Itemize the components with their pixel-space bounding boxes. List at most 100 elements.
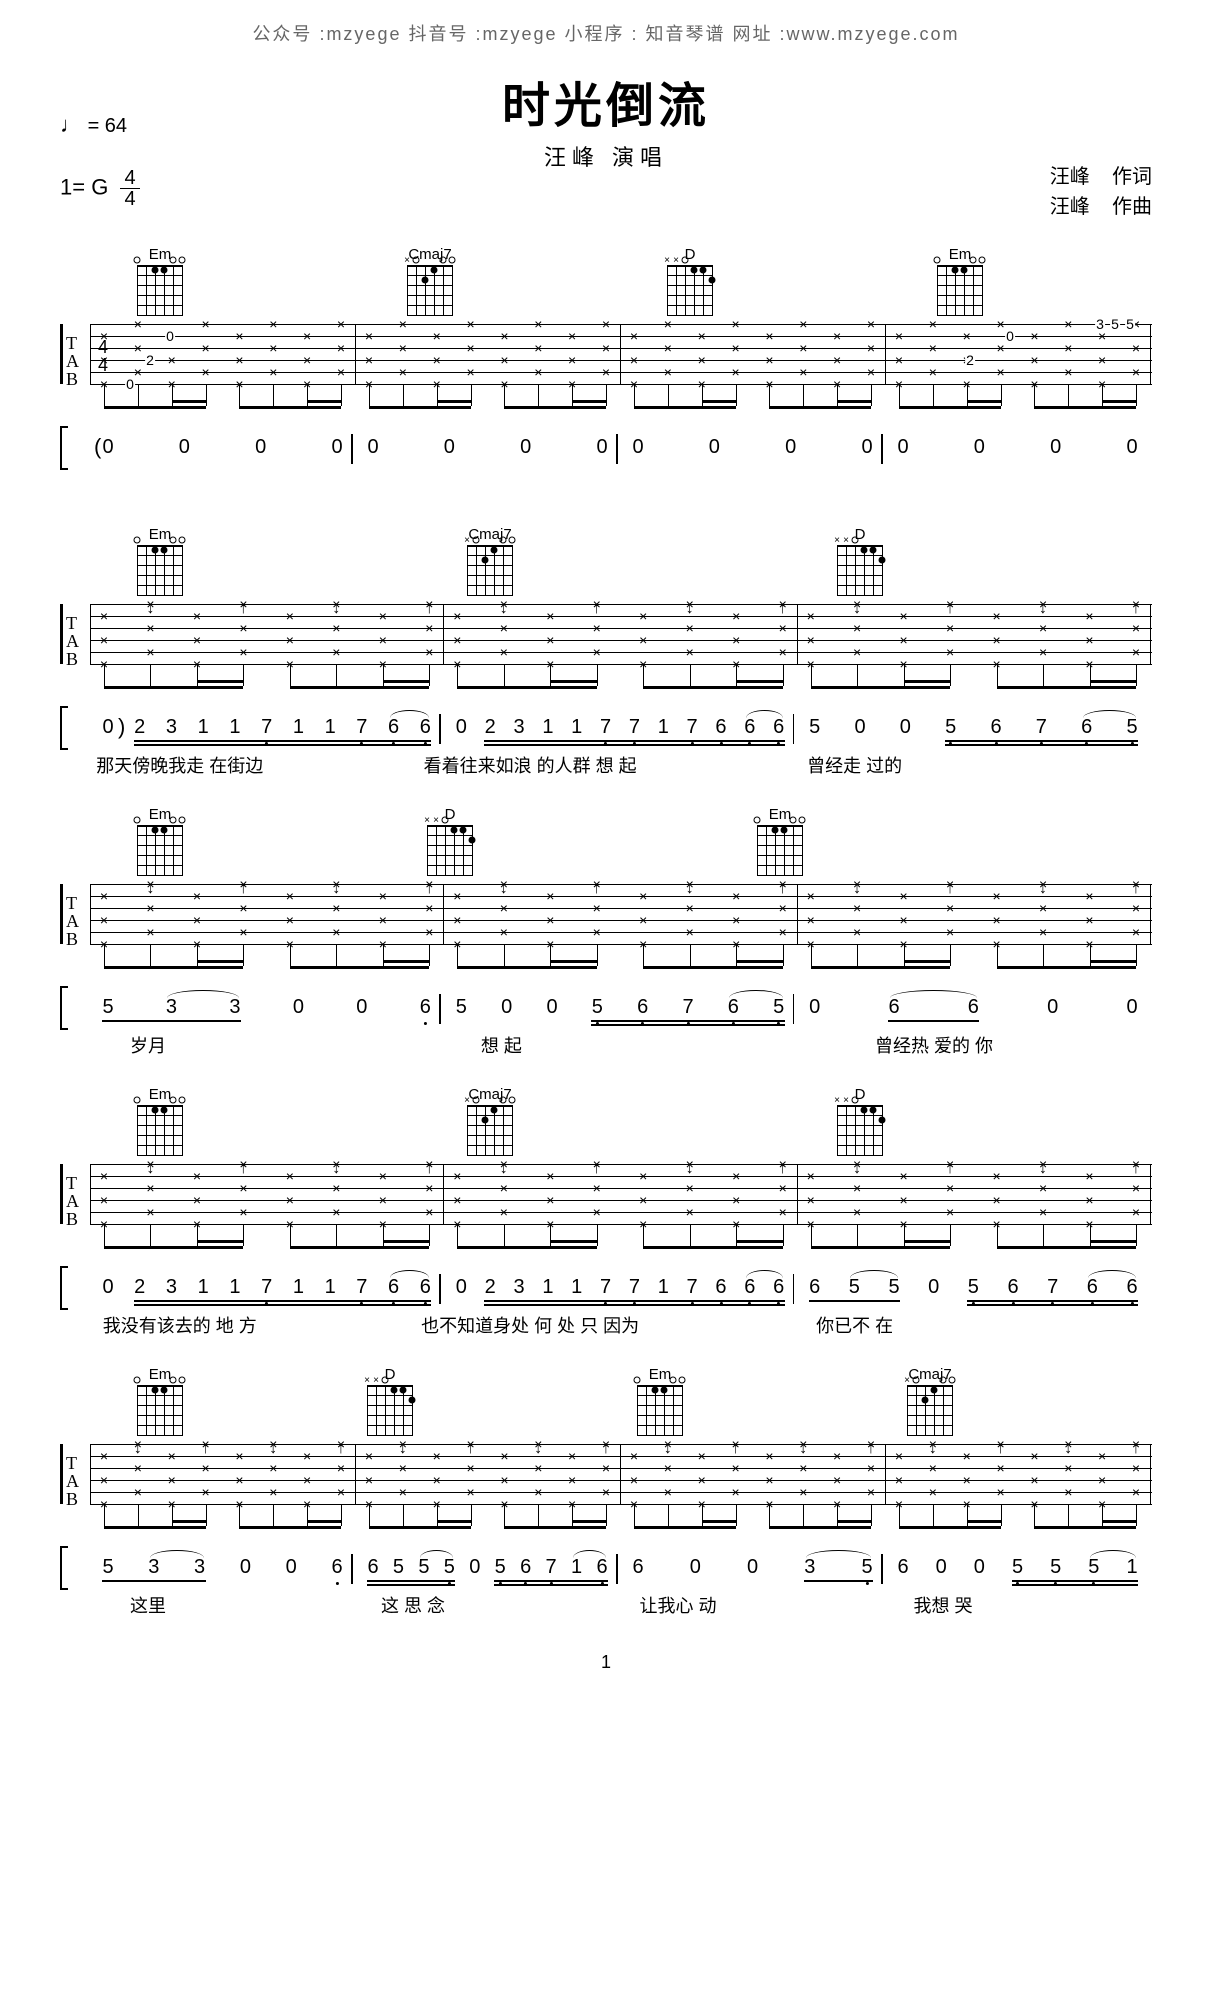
jianpu-note: 0 [897, 436, 908, 459]
strum-arrow-icon: ↑ [239, 1160, 247, 1178]
jianpu-note: 5 [849, 1276, 860, 1299]
strum-arrow-icon: ↑ [593, 880, 601, 898]
chord-grid: × [407, 265, 453, 315]
jianpu-note: 2 [134, 716, 145, 739]
jianpu-note: 6 [728, 996, 739, 1019]
strum-arrow-icon: ↑ [946, 1160, 954, 1178]
chord-strip: EmD××EmCmaj7× [60, 1366, 1152, 1440]
jianpu-content: 02311711766我没有该去的 地 方023117717666也不知道身处 … [90, 1272, 1152, 1342]
jianpu-note: 3 [513, 716, 524, 739]
chord-grid: ×× [667, 265, 713, 315]
jianpu-note: 0 [331, 436, 342, 459]
jianpu-note: 0 [102, 1276, 113, 1299]
tab-content: ××××××××××××××××××××××××↓↑↓↑××××××××××××… [90, 1444, 1152, 1544]
jianpu-note: 3 [229, 996, 240, 1019]
strum-arrow-icon: ↑ [779, 880, 787, 898]
chord-diagram: Em [130, 526, 190, 595]
jianpu-note: 6 [715, 1276, 726, 1299]
jianpu-note: 5 [102, 996, 113, 1019]
jianpu-note: 0 [690, 1556, 701, 1579]
title-block: 时光倒流 汪峰 演唱 [60, 66, 1152, 172]
strum-arrow-icon: ↑ [593, 1160, 601, 1178]
jianpu-note: 1 [1126, 1556, 1137, 1579]
jianpu-note: 0 [444, 436, 455, 459]
chord-diagram: D×× [830, 526, 890, 595]
jianpu-note: 6 [420, 716, 431, 739]
jianpu-note: 0 [900, 716, 911, 739]
jianpu-note: 7 [546, 1556, 557, 1579]
jianpu-note: 3 [148, 1556, 159, 1579]
lyric-text: 曾经走 过的 [807, 752, 902, 778]
jianpu-note: 7 [687, 716, 698, 739]
strum-arrow-icon: ↓ [686, 600, 694, 618]
tab-label: TAB [66, 334, 79, 388]
key-signature: 1= G 4 4 [60, 168, 140, 209]
strum-arrow-icon: ↓ [799, 1440, 807, 1458]
jianpu-content: (0000000000000000 [90, 432, 1152, 502]
chord-grid [137, 265, 183, 315]
strum-arrow-icon: ↑ [779, 1160, 787, 1178]
jianpu-note: 6 [388, 1276, 399, 1299]
strum-arrow-icon: ↑ [239, 880, 247, 898]
jianpu-note: 1 [229, 1276, 240, 1299]
strum-arrow-icon: ↓ [269, 1440, 277, 1458]
jianpu-note: 7 [1036, 716, 1047, 739]
jianpu-note: 6 [773, 1276, 784, 1299]
page-number: 1 [60, 1652, 1152, 1673]
chord-diagram: Cmaj7× [400, 246, 460, 315]
jianpu-note: 6 [520, 1556, 531, 1579]
jianpu-note: 5 [1126, 716, 1137, 739]
jianpu-note: 6 [367, 1556, 378, 1579]
chord-diagram: Em [750, 806, 810, 875]
tab-staff: TAB××××××××××××××××××××××××↓↑↓↑×××××××××… [60, 604, 1152, 704]
chord-strip: EmCmaj7×D×× [60, 526, 1152, 600]
tab-staff: TAB××××××××××××××××××××××××↓↑↓↑×××××××××… [60, 1164, 1152, 1264]
composer-role: 作曲 [1112, 196, 1152, 218]
chord-diagram: Em [630, 1366, 690, 1435]
strum-arrow-icon: ↓ [853, 600, 861, 618]
music-system: EmD××EmTAB××××××××××××××××××××××××↓↑↓↑××… [60, 806, 1152, 1062]
jianpu-note: 7 [629, 716, 640, 739]
key-label: 1= G [60, 174, 108, 199]
jianpu-note: 1 [571, 1556, 582, 1579]
lyric-text: 想 起 [481, 1032, 522, 1058]
music-system: EmCmaj7×D××TAB××××××××××××××××××××××××↓↑… [60, 526, 1152, 782]
jianpu-note: 2 [485, 1276, 496, 1299]
strum-arrow-icon: ↑ [1132, 1440, 1140, 1458]
chord-grid: × [907, 1385, 953, 1435]
jianpu-note: 6 [637, 996, 648, 1019]
chord-grid [137, 1385, 183, 1435]
jianpu-note: 1 [325, 716, 336, 739]
jianpu-note: 0 [356, 996, 367, 1019]
jianpu-note: 5 [495, 1556, 506, 1579]
strum-arrow-icon: ↓ [332, 1160, 340, 1178]
strum-arrow-icon: ↓ [146, 600, 154, 618]
jianpu-row: )02311711766那天傍晚我走 在街边023117717666看着往来如浪… [60, 712, 1152, 782]
jianpu-row: 533006这里6555056716这 思 念60035让我心 动6005551… [60, 1552, 1152, 1622]
jianpu-note: 5 [393, 1556, 404, 1579]
composer-name: 汪峰 [1050, 196, 1090, 218]
jianpu-note: 0 [1047, 996, 1058, 1019]
chord-grid: ×× [837, 1105, 883, 1155]
lyric-text: 岁月 [130, 1032, 166, 1058]
jianpu-note: 7 [629, 1276, 640, 1299]
jianpu-note: 1 [658, 1276, 669, 1299]
jianpu-note: 6 [1087, 1276, 1098, 1299]
strum-arrow-icon: ↓ [853, 880, 861, 898]
tab-staff: TAB××××××××××××××××××××××××↓↑↓↑×××××××××… [60, 1444, 1152, 1544]
strum-arrow-icon: ↓ [664, 1440, 672, 1458]
header-links: 公众号 :mzyege 抖音号 :mzyege 小程序 : 知音琴谱 网址 :w… [60, 20, 1152, 46]
jianpu-note: 6 [1081, 716, 1092, 739]
jianpu-note: 1 [542, 716, 553, 739]
jianpu-note: 5 [945, 716, 956, 739]
composer-credit: 汪峰 作曲 [1050, 192, 1152, 222]
chord-diagram: Em [130, 1366, 190, 1435]
chord-diagram: Em [130, 246, 190, 315]
strum-arrow-icon: ↓ [1064, 1440, 1072, 1458]
chord-diagram: Em [930, 246, 990, 315]
music-system: EmCmaj7×D××TAB××××××××××××××××××××××××↓↑… [60, 1086, 1152, 1342]
jianpu-note: 1 [229, 716, 240, 739]
chord-strip: EmCmaj7×D××Em [60, 246, 1152, 320]
jianpu-note: 0 [102, 716, 113, 739]
jianpu-note: 5 [968, 1276, 979, 1299]
